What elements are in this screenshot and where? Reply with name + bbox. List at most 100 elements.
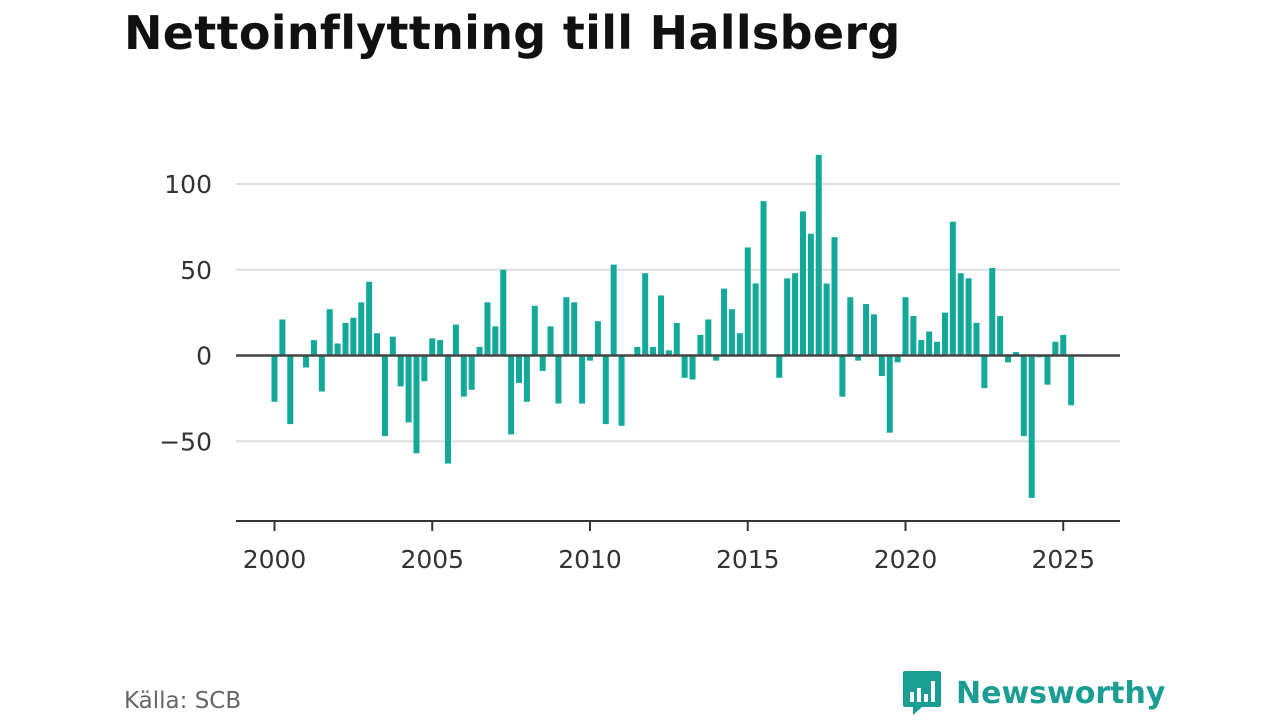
bar: 2000 K3: -40 <box>287 355 294 425</box>
bar: 2021 K2: 25 <box>941 312 948 356</box>
x-tick-label: 2005 <box>400 545 464 574</box>
bar: 2001 K1: -7 <box>303 355 310 368</box>
bar: 2018 K4: 30 <box>863 304 870 356</box>
bar: 2023 K4: -47 <box>1020 355 1027 437</box>
bar: 2023 K2: -4 <box>1005 355 1012 363</box>
bar: 2019 K4: -4 <box>894 355 901 363</box>
bar: 2002 K3: 22 <box>350 317 357 356</box>
bar: 2021 K3: 78 <box>949 221 956 356</box>
bar: 2006 K1: -24 <box>460 355 467 397</box>
bar: 2011 K3: 5 <box>634 346 641 356</box>
y-tick-label: 0 <box>196 342 212 371</box>
bar: 2002 K1: 7 <box>334 343 341 356</box>
bar: 2020 K3: 9 <box>918 340 925 356</box>
bar: 2004 K1: -18 <box>397 355 404 387</box>
x-tick-label: 2015 <box>716 545 780 574</box>
newsworthy-logo[interactable]: Newsworthy <box>902 670 1165 716</box>
bar: 2007 K3: -46 <box>508 355 515 435</box>
bar: 2002 K4: 31 <box>358 302 365 356</box>
y-tick-label: 100 <box>164 170 212 199</box>
bar: 2004 K2: -39 <box>405 355 412 423</box>
bar: 2021 K4: 48 <box>957 273 964 356</box>
bar: 2019 K3: -45 <box>886 355 893 433</box>
bar: 2012 K4: 19 <box>673 322 680 356</box>
bar: 2009 K3: 31 <box>571 302 578 356</box>
bar: 2008 K3: -9 <box>539 355 546 371</box>
bar: 2015 K1: 63 <box>744 247 751 356</box>
bar: 2015 K2: 42 <box>752 283 759 356</box>
bar: 2020 K1: 34 <box>902 297 909 356</box>
bar: 2016 K1: -13 <box>776 355 783 378</box>
bar: 2017 K2: 117 <box>815 154 822 356</box>
x-tick-label: 2010 <box>558 545 622 574</box>
bar: 2005 K4: 18 <box>452 324 459 356</box>
bar: 2006 K3: 5 <box>476 346 483 356</box>
bar: 2018 K2: 34 <box>847 297 854 356</box>
brand-name: Newsworthy <box>956 675 1166 711</box>
x-tick-label: 2025 <box>1031 545 1095 574</box>
bar: 2022 K3: -19 <box>981 355 988 389</box>
bar: 2008 K1: -27 <box>523 355 530 402</box>
bar: 2005 K2: 9 <box>437 340 444 356</box>
bar: 2009 K1: -28 <box>555 355 562 404</box>
x-tick-label: 2020 <box>874 545 938 574</box>
bar: 2014 K1: -3 <box>713 355 720 361</box>
bar: 2014 K2: 39 <box>721 288 728 356</box>
newsworthy-logo-icon <box>903 671 941 715</box>
bar: 2012 K3: 3 <box>665 350 672 356</box>
bar: 2011 K1: -41 <box>618 355 625 426</box>
bars: 2000 K1: -272000 K2: 212000 K3: -402000 … <box>271 154 1075 498</box>
x-tick-label: 2000 <box>243 545 307 574</box>
bar: 2024 K1: -83 <box>1028 355 1035 498</box>
bar: 2003 K1: 43 <box>366 281 373 356</box>
bar: 2025 K1: 12 <box>1060 334 1067 356</box>
bar: 2002 K2: 19 <box>342 322 349 356</box>
bar: 2017 K1: 71 <box>807 233 814 356</box>
bar: 2001 K2: 9 <box>310 340 317 356</box>
y-axis-labels: 100 50 0 −50 <box>159 170 212 456</box>
bar: 2020 K2: 23 <box>910 316 917 356</box>
bar: 2013 K3: 12 <box>697 334 704 356</box>
bar: 2008 K4: 17 <box>547 326 554 356</box>
bar: 2023 K3: 2 <box>1012 352 1019 356</box>
bar: 2010 K4: 53 <box>610 264 617 356</box>
bar: 2022 K4: 51 <box>989 268 996 356</box>
bar: 2006 K2: -20 <box>468 355 475 390</box>
bar: 2010 K1: -3 <box>587 355 593 361</box>
bar: 2013 K4: 21 <box>705 319 712 356</box>
bar: 2004 K3: -57 <box>413 355 420 454</box>
y-tick-label: 50 <box>180 256 212 285</box>
bar: 2007 K2: 50 <box>500 269 507 356</box>
gridlines <box>236 183 1120 443</box>
bar: 2019 K1: 24 <box>870 314 877 356</box>
bar: 2017 K4: 69 <box>831 237 838 356</box>
bar: 2010 K2: 20 <box>594 321 601 356</box>
bar: 2009 K4: -28 <box>579 355 586 404</box>
source-note: Källa: SCB <box>124 688 242 714</box>
bar: 2000 K1: -27 <box>271 355 278 402</box>
y-tick-label: −50 <box>159 427 212 456</box>
bar: 2018 K3: -3 <box>855 355 862 361</box>
bar: 2001 K3: -21 <box>318 355 325 392</box>
bar: 2015 K3: 90 <box>760 201 767 356</box>
bar: 2012 K1: 5 <box>650 346 657 356</box>
bar: 2022 K2: 19 <box>973 322 980 356</box>
bar: 2022 K1: 45 <box>965 278 972 356</box>
bar: 2007 K4: -16 <box>516 355 523 383</box>
bar: 2014 K4: 13 <box>736 333 743 356</box>
bar: 2006 K4: 31 <box>484 302 491 356</box>
bar: 2004 K4: -15 <box>421 355 428 382</box>
bar: 2023 K1: 23 <box>997 316 1004 356</box>
bar: 2018 K1: -24 <box>839 355 846 397</box>
bar: 2007 K1: 17 <box>492 326 499 356</box>
bar: 2012 K2: 35 <box>657 295 664 356</box>
bar: 2024 K3: -17 <box>1044 355 1051 385</box>
bar: 2016 K3: 48 <box>792 273 799 356</box>
bar: 2000 K2: 21 <box>279 319 286 356</box>
bar: 2003 K2: 13 <box>374 333 381 356</box>
x-axis-labels: 2000 2005 2010 2015 2020 2025 <box>243 545 1095 574</box>
bar: 2005 K1: 10 <box>429 338 436 356</box>
bar: 2005 K3: -63 <box>445 355 452 464</box>
bar: 2008 K2: 29 <box>531 305 538 356</box>
